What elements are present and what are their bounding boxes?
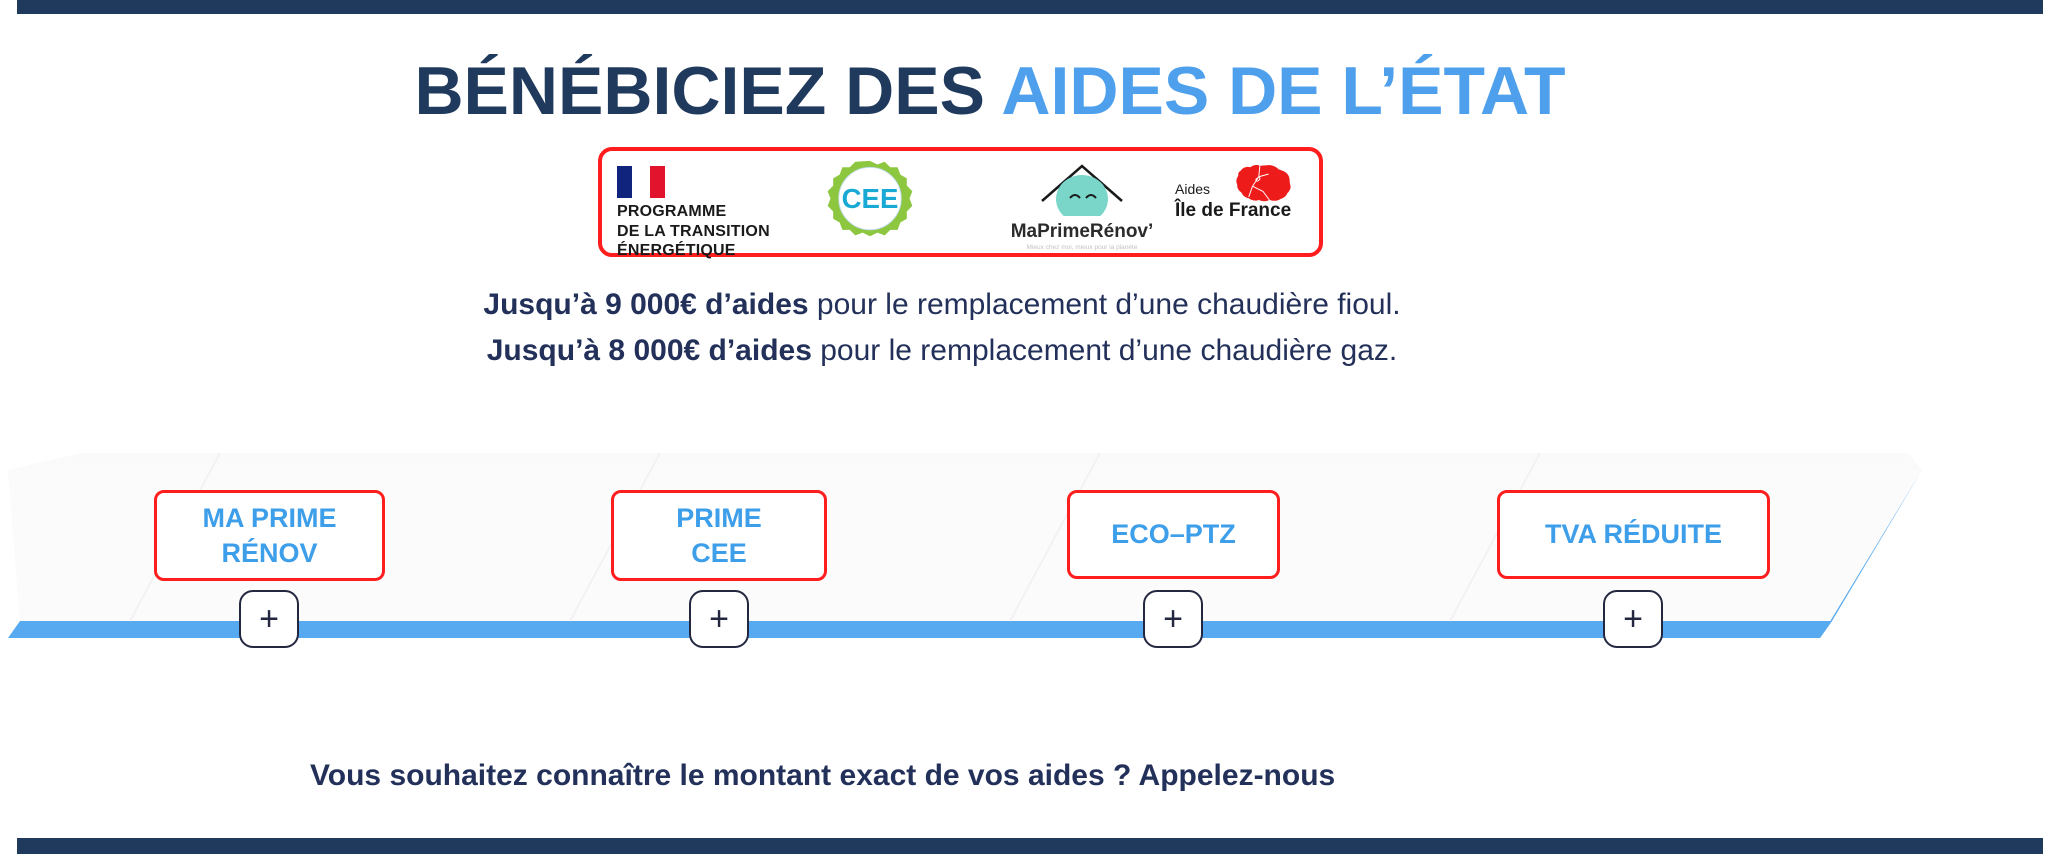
svg-text:CEE: CEE xyxy=(842,183,899,214)
